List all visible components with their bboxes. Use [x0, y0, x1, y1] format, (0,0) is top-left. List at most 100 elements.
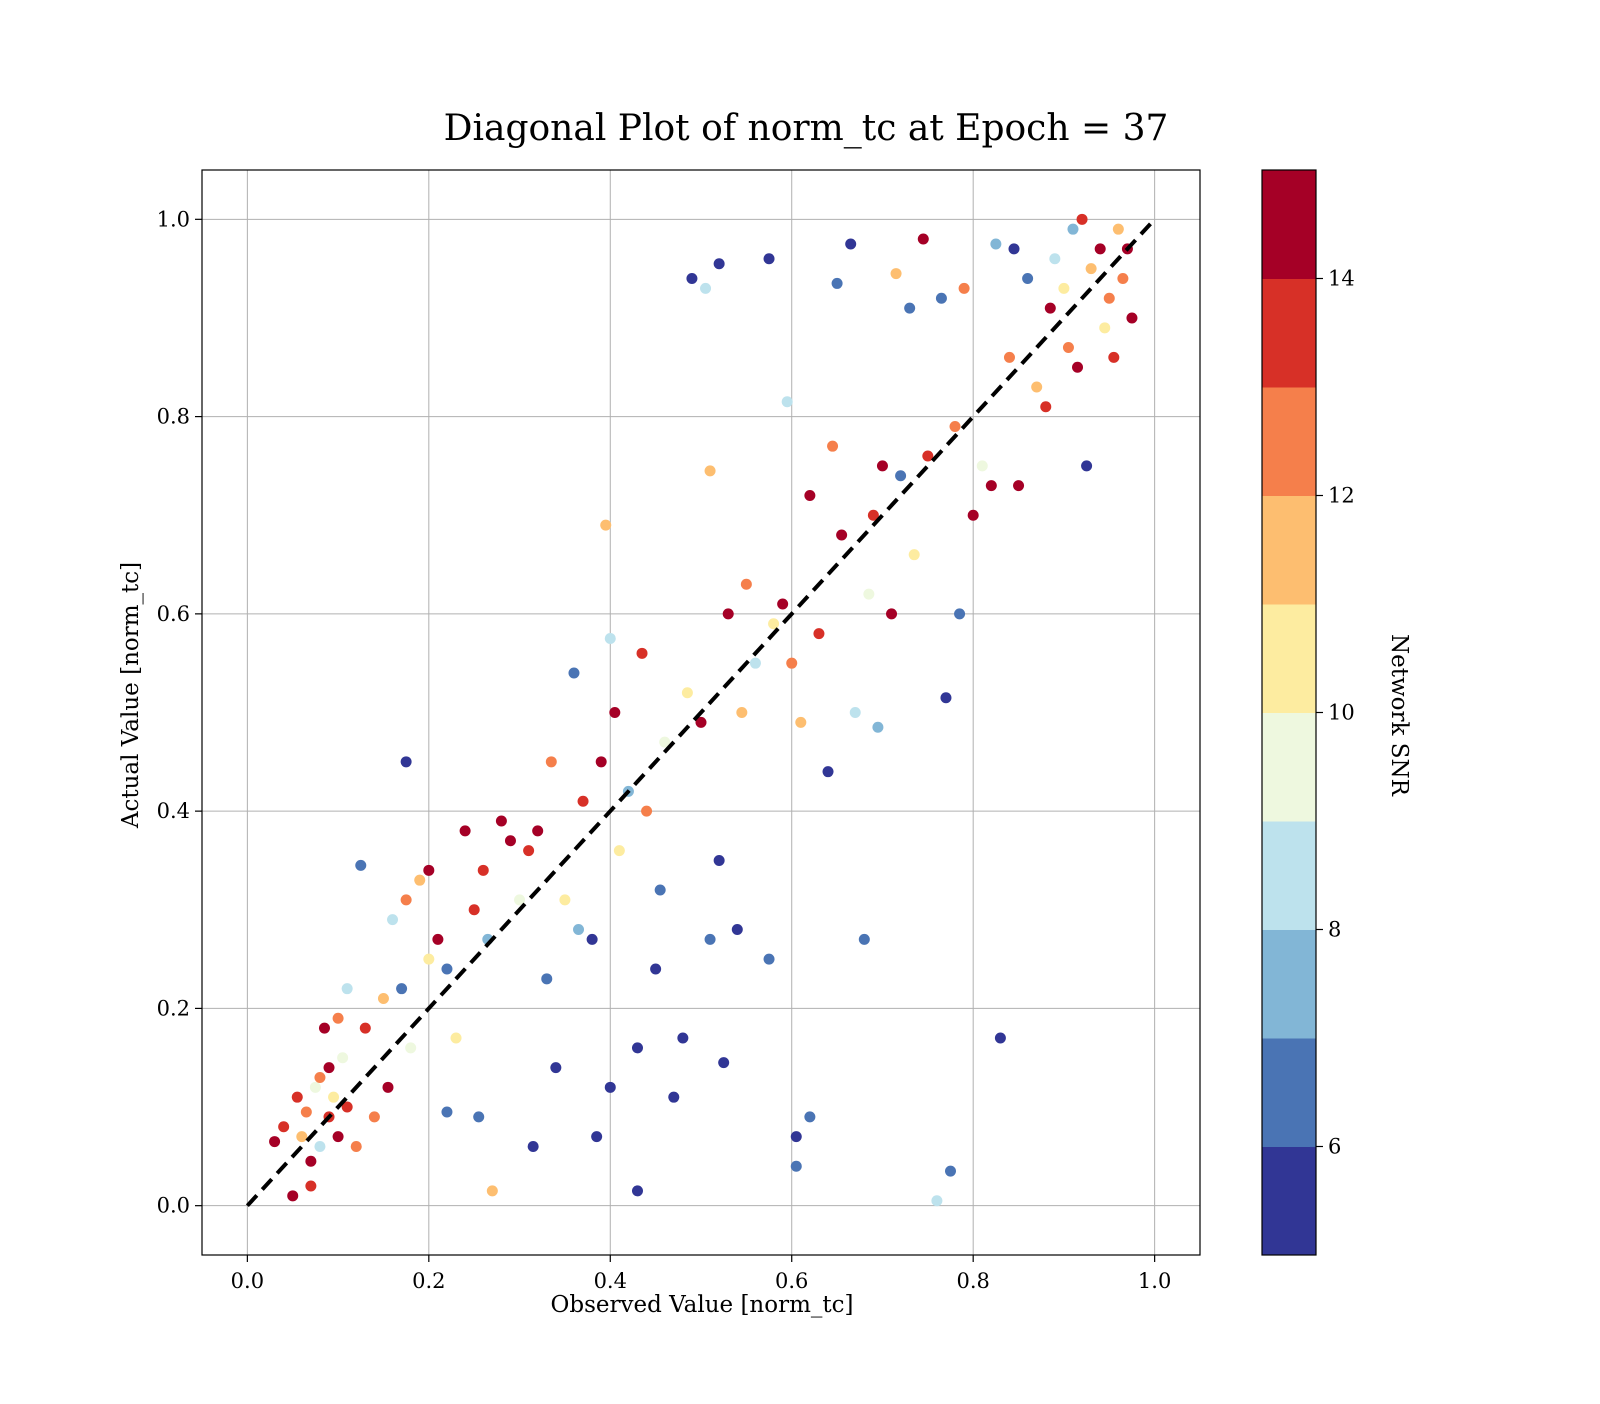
scatter-point — [400, 894, 412, 906]
scatter-point — [686, 273, 698, 284]
scatter-point — [636, 647, 648, 659]
scatter-point — [1058, 282, 1070, 294]
scatter-point — [355, 859, 367, 871]
scatter-point — [763, 953, 775, 965]
scatter-point — [396, 983, 408, 995]
scatter-point — [804, 490, 816, 501]
scatter-point — [600, 519, 612, 531]
scatter-point — [958, 282, 970, 294]
scatter-point — [368, 1111, 380, 1123]
colorbar: 6 8 10 12 14 — [1261, 169, 1355, 1256]
scatter-point — [954, 608, 966, 620]
scatter-point — [573, 924, 585, 935]
colorbar-segment — [1262, 929, 1316, 1039]
scatter-point — [1049, 253, 1061, 265]
scatter-point — [269, 1136, 281, 1148]
scatter-point — [405, 1042, 417, 1054]
scatter-point — [337, 1052, 349, 1064]
y-tick-label: 1.0 — [157, 207, 190, 231]
scatter-point — [858, 933, 870, 945]
scatter-point — [514, 894, 526, 906]
colorbar-tick-label: 8 — [1328, 918, 1341, 942]
scatter-point — [550, 1062, 562, 1074]
scatter-point — [604, 633, 616, 645]
scatter-point — [704, 465, 716, 477]
scatter-point — [486, 1185, 498, 1197]
scatter-point — [387, 914, 399, 926]
scatter-point — [1062, 342, 1074, 354]
scatter-point — [468, 904, 480, 916]
scatter-point — [318, 1022, 330, 1034]
identity-reference-line — [245, 217, 1157, 1208]
scatter-point — [713, 258, 725, 270]
scatter-point — [795, 716, 807, 728]
scatter-point — [749, 657, 761, 669]
scatter-point — [305, 1155, 317, 1167]
scatter-point — [931, 1195, 943, 1207]
colorbar-tick-label: 14 — [1328, 267, 1355, 291]
x-tick-label: 0.4 — [594, 1269, 627, 1293]
scatter-point — [595, 756, 607, 768]
scatter-point — [631, 1042, 643, 1054]
scatter-point — [740, 578, 752, 590]
scatter-point — [450, 1032, 462, 1044]
scatter-point — [1081, 460, 1093, 472]
colorbar-label: Network SNR — [1386, 634, 1412, 797]
scatter-point — [523, 845, 535, 857]
scatter-point — [559, 894, 571, 906]
scatter-point — [423, 864, 435, 876]
y-tick-label: 0.2 — [157, 996, 190, 1020]
scatter-point — [332, 1131, 344, 1143]
scatter-point — [895, 470, 907, 482]
scatter-point — [609, 707, 621, 718]
scatter-point — [1022, 273, 1034, 284]
scatter-point — [323, 1062, 335, 1074]
scatter-point — [777, 598, 789, 610]
scatter-point — [822, 766, 834, 778]
y-tick-label: 0.6 — [157, 602, 190, 626]
scatter-point — [532, 825, 544, 837]
scatter-point — [545, 756, 557, 768]
scatter-point — [786, 657, 798, 669]
colorbar-segment — [1262, 821, 1316, 930]
scatter-point — [763, 253, 775, 265]
scatter-point — [677, 1032, 689, 1044]
scatter-point — [328, 1091, 340, 1103]
x-axis-label: Observed Value [norm_tc] — [551, 1292, 854, 1318]
scatter-point — [414, 874, 426, 886]
scatter-point — [287, 1190, 299, 1202]
colorbar-segment — [1262, 278, 1316, 388]
scatter-point — [681, 687, 693, 699]
scatter-point — [568, 667, 580, 679]
scatter-point — [400, 756, 412, 768]
scatter-point — [477, 864, 489, 876]
scatter-point — [804, 1111, 816, 1123]
x-axis-ticks: 0.0 0.2 0.4 0.6 0.8 1.0 — [231, 1255, 1171, 1293]
colorbar-tick-label: 10 — [1328, 701, 1355, 725]
y-tick-label: 0.8 — [157, 405, 190, 429]
scatter-point — [641, 805, 653, 817]
x-tick-label: 0.8 — [956, 1269, 989, 1293]
scatter-point — [1094, 243, 1106, 255]
scatter-point — [790, 1131, 802, 1143]
scatter-point — [813, 628, 825, 640]
scatter-point — [314, 1071, 326, 1083]
colorbar-segment — [1262, 1038, 1316, 1147]
scatter-point — [1108, 351, 1120, 363]
scatter-point — [527, 1141, 539, 1152]
scatter-point — [695, 716, 707, 728]
scatter-point — [278, 1121, 290, 1133]
scatter-point — [768, 618, 780, 630]
scatter-point — [668, 1091, 680, 1103]
scatter-point — [613, 845, 625, 857]
scatter-point — [1085, 263, 1097, 275]
scatter-point — [441, 963, 453, 975]
grid-lines — [202, 170, 1200, 1255]
scatter-point — [1013, 480, 1025, 492]
scatter-point — [1099, 322, 1111, 334]
scatter-point — [935, 292, 947, 304]
scatter-point — [1031, 381, 1043, 393]
x-tick-label: 0.0 — [231, 1269, 264, 1293]
scatter-point — [377, 993, 389, 1005]
